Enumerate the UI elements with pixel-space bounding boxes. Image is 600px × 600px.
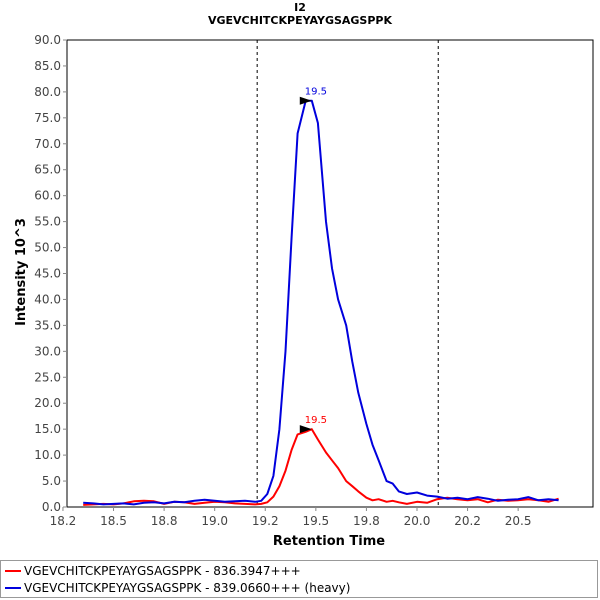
plot-area (66, 39, 594, 508)
x-tick-label: 20.2 (454, 514, 481, 528)
x-tick-label: 18.5 (100, 514, 127, 528)
peak-label-heavy: 19.5 (305, 87, 327, 98)
legend-label-light: VGEVCHITCKPEYAYGSAGSPPK - 836.3947+++ (24, 564, 301, 578)
y-tick-label: 25.0 (34, 370, 61, 384)
series-line-heavy (83, 99, 559, 506)
x-tick-label: 20.0 (404, 514, 431, 528)
y-tick-label: 65.0 (34, 163, 61, 177)
y-tick-label: 10.0 (34, 448, 61, 462)
y-tick-label: 20.0 (34, 396, 61, 410)
legend-swatch-light (5, 570, 21, 572)
x-tick-label: 18.2 (50, 514, 77, 528)
series-lines: 19.5 19.5 (83, 87, 559, 506)
y-tick-label: 35.0 (34, 318, 61, 332)
y-tick-label: 50.0 (34, 241, 61, 255)
y-tick-label: 40.0 (34, 292, 61, 306)
y-tick-label: 5.0 (42, 474, 61, 488)
plot-frame (66, 39, 594, 508)
y-tick-label: 90.0 (34, 33, 61, 47)
peak-marker-icon (299, 96, 312, 105)
y-tick-label: 80.0 (34, 85, 61, 99)
y-axis: 0.0 5.0 10.0 15.0 20.0 25.0 30.0 35.0 40.0 45.0 50… (34, 33, 67, 514)
y-tick-label: 55.0 (34, 215, 61, 229)
peak-marker-icon (299, 425, 312, 434)
y-tick-label: 0.0 (42, 500, 61, 514)
legend-item-heavy: VGEVCHITCKPEYAYGSAGSPPK - 839.0660+++ (h… (5, 579, 350, 597)
y-axis-title: Intensity 10^3 (14, 218, 29, 326)
chromatogram-chart: I2 VGEVCHITCKPEYAYGSAGSPPK 19.5 19.5 18.2… (14, 1, 594, 549)
x-axis-title: Retention Time (273, 534, 385, 549)
peak-label-light: 19.5 (305, 415, 327, 426)
x-tick-label: 19.2 (252, 514, 279, 528)
y-tick-label: 70.0 (34, 137, 61, 151)
legend-swatch-heavy (5, 587, 21, 589)
x-tick-label: 18.8 (151, 514, 178, 528)
legend: VGEVCHITCKPEYAYGSAGSPPK - 836.3947+++ VG… (0, 560, 598, 598)
y-tick-label: 60.0 (34, 189, 61, 203)
x-tick-label: 19.5 (302, 514, 329, 528)
chart-subtitle: VGEVCHITCKPEYAYGSAGSPPK (208, 14, 392, 27)
x-tick-label: 19.0 (201, 514, 228, 528)
x-tick-label: 19.8 (353, 514, 380, 528)
x-tick-label: 20.5 (505, 514, 532, 528)
chart-title: I2 (294, 1, 306, 14)
y-tick-label: 45.0 (34, 267, 61, 281)
y-tick-label: 15.0 (34, 422, 61, 436)
y-tick-label: 75.0 (34, 111, 61, 125)
legend-label-heavy: VGEVCHITCKPEYAYGSAGSPPK - 839.0660+++ (h… (24, 581, 351, 595)
y-tick-label: 30.0 (34, 344, 61, 358)
legend-item-light: VGEVCHITCKPEYAYGSAGSPPK - 836.3947+++ (5, 562, 301, 580)
x-axis: 18.2 18.5 18.8 19.0 19.2 19.5 19.8 20.0 20.2 20.5 (50, 507, 532, 528)
y-tick-label: 85.0 (34, 59, 61, 73)
